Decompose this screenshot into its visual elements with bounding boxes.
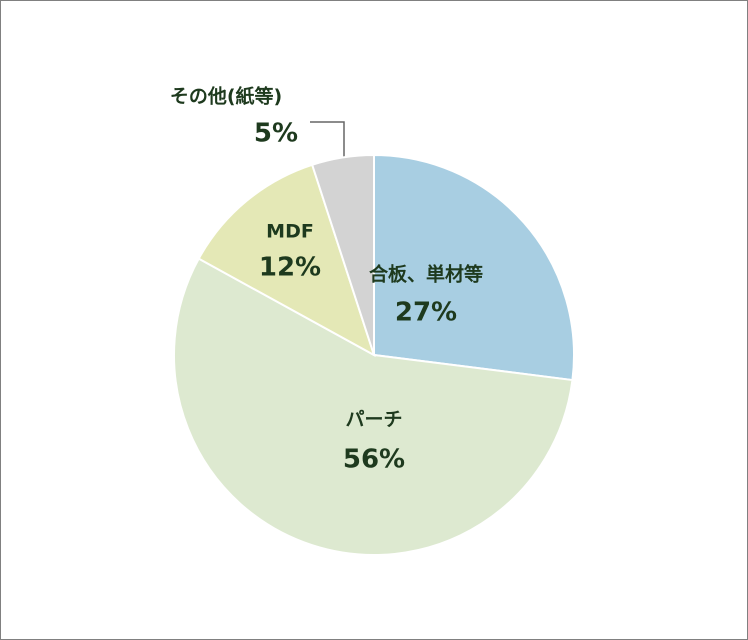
value-label: 27%: [395, 298, 457, 328]
value-label: 5%: [254, 119, 298, 149]
slice-label: その他(紙等): [170, 85, 282, 108]
slice-label: 合板、単材等: [369, 263, 483, 286]
pie-slice: [197, 163, 376, 358]
leader-line: [310, 121, 345, 164]
pie-slice: [173, 257, 574, 556]
value-label: 12%: [259, 253, 321, 283]
slice-label: MDF: [266, 221, 314, 243]
pie-slice: [373, 153, 575, 382]
pie-slice: [310, 153, 375, 356]
value-label: 56%: [343, 445, 405, 475]
slice-label: パーチ: [345, 409, 402, 431]
